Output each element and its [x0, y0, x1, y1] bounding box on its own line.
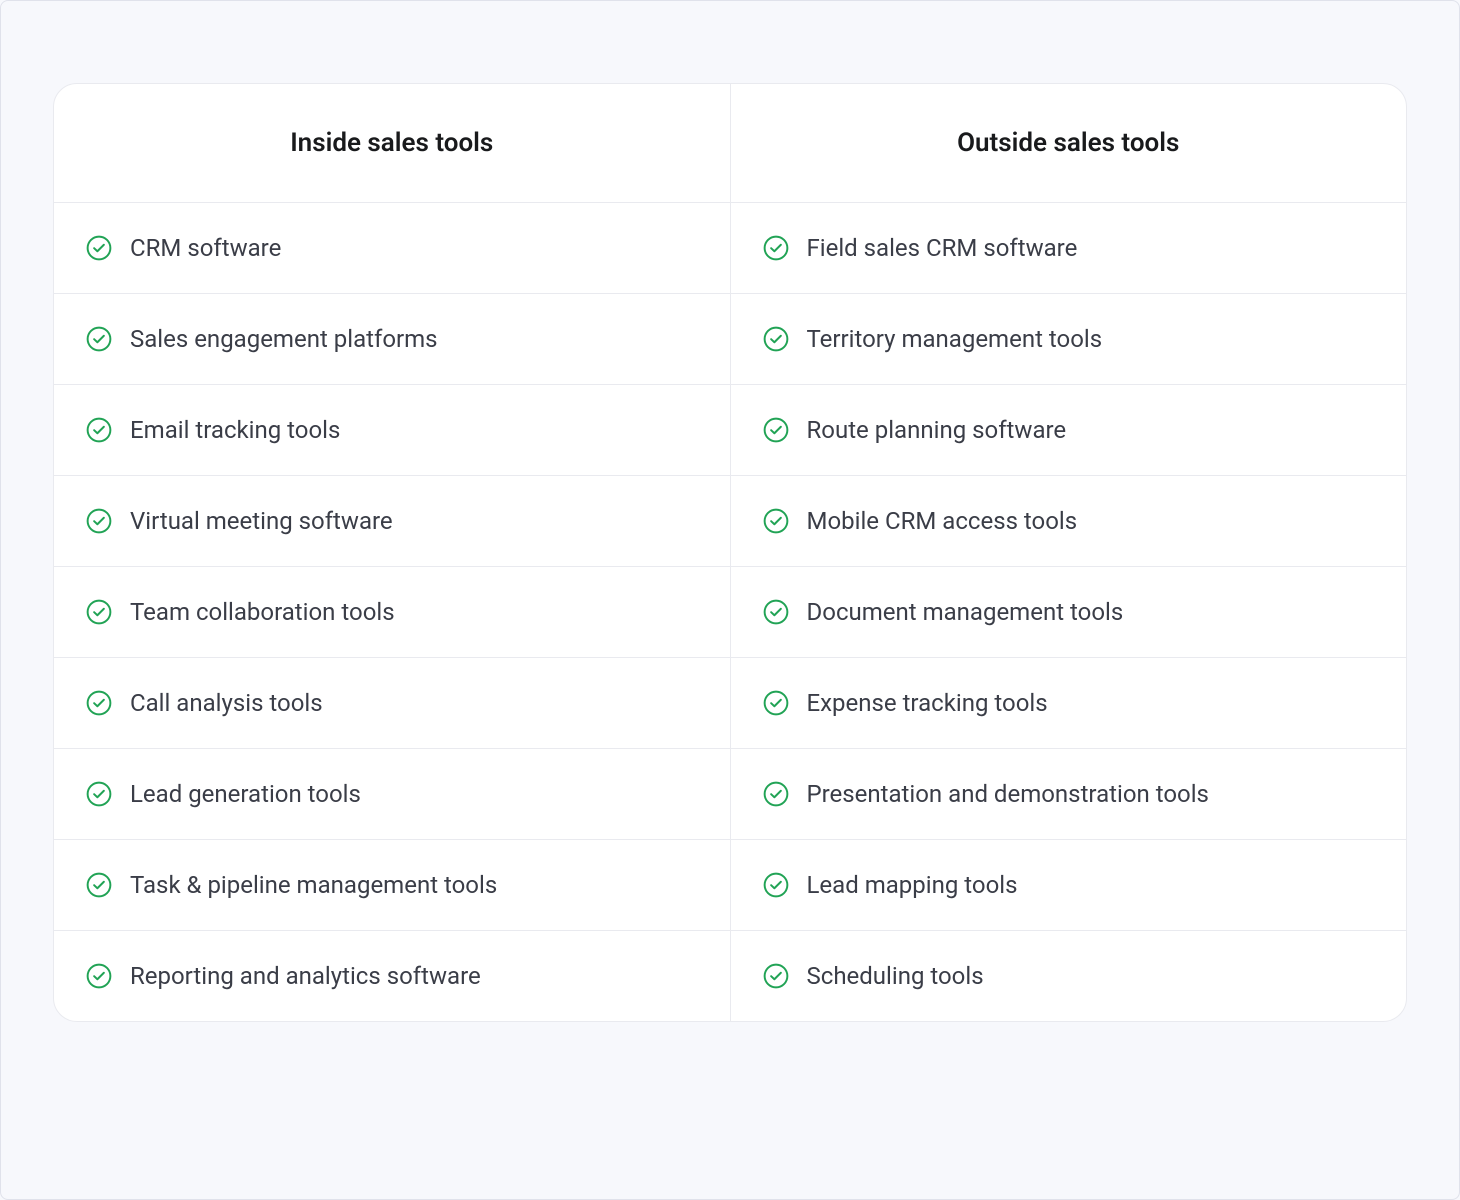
check-circle-icon	[86, 235, 112, 261]
table-cell: Document management tools	[731, 567, 1407, 658]
table-row: Sales engagement platforms Territory man…	[54, 294, 1406, 385]
check-circle-icon	[763, 599, 789, 625]
cell-text: Task & pipeline management tools	[130, 871, 497, 899]
table-cell: Reporting and analytics software	[54, 931, 731, 1021]
check-circle-icon	[763, 690, 789, 716]
cell-text: Virtual meeting software	[130, 507, 393, 535]
table-row: Reporting and analytics software Schedul…	[54, 931, 1406, 1021]
table-cell: Task & pipeline management tools	[54, 840, 731, 931]
table-cell: Mobile CRM access tools	[731, 476, 1407, 567]
check-circle-icon	[86, 326, 112, 352]
table-cell: Expense tracking tools	[731, 658, 1407, 749]
table-row: Task & pipeline management tools Lead ma…	[54, 840, 1406, 931]
check-circle-icon	[86, 599, 112, 625]
table-cell: Email tracking tools	[54, 385, 731, 476]
page-container: Inside sales tools Outside sales tools C…	[13, 13, 1447, 1187]
table-header-row: Inside sales tools Outside sales tools	[54, 84, 1406, 203]
table-header-inside: Inside sales tools	[54, 84, 731, 203]
table-cell: Presentation and demonstration tools	[731, 749, 1407, 840]
table-cell: Team collaboration tools	[54, 567, 731, 658]
table-cell: Field sales CRM software	[731, 203, 1407, 294]
table-row: Email tracking tools Route planning soft…	[54, 385, 1406, 476]
cell-text: Mobile CRM access tools	[807, 507, 1078, 535]
check-circle-icon	[763, 508, 789, 534]
check-circle-icon	[763, 781, 789, 807]
cell-text: Sales engagement platforms	[130, 325, 438, 353]
check-circle-icon	[86, 781, 112, 807]
table-cell: Lead generation tools	[54, 749, 731, 840]
comparison-table: Inside sales tools Outside sales tools C…	[53, 83, 1407, 1022]
table-cell: Lead mapping tools	[731, 840, 1407, 931]
table-row: CRM software Field sales CRM software	[54, 203, 1406, 294]
table-cell: Virtual meeting software	[54, 476, 731, 567]
cell-text: Lead generation tools	[130, 780, 361, 808]
cell-text: Expense tracking tools	[807, 689, 1048, 717]
cell-text: Lead mapping tools	[807, 871, 1018, 899]
check-circle-icon	[86, 963, 112, 989]
check-circle-icon	[763, 963, 789, 989]
cell-text: Document management tools	[807, 598, 1124, 626]
table-row: Call analysis tools Expense tracking too…	[54, 658, 1406, 749]
table-cell: Call analysis tools	[54, 658, 731, 749]
table-row: Team collaboration tools Document manage…	[54, 567, 1406, 658]
cell-text: Call analysis tools	[130, 689, 323, 717]
table-cell: CRM software	[54, 203, 731, 294]
table-cell: Scheduling tools	[731, 931, 1407, 1021]
cell-text: Team collaboration tools	[130, 598, 395, 626]
cell-text: Email tracking tools	[130, 416, 340, 444]
cell-text: Route planning software	[807, 416, 1067, 444]
check-circle-icon	[763, 235, 789, 261]
check-circle-icon	[763, 417, 789, 443]
check-circle-icon	[763, 326, 789, 352]
cell-text: Territory management tools	[807, 325, 1103, 353]
table-cell: Territory management tools	[731, 294, 1407, 385]
cell-text: Reporting and analytics software	[130, 962, 481, 990]
table-cell: Route planning software	[731, 385, 1407, 476]
check-circle-icon	[86, 508, 112, 534]
table-row: Virtual meeting software Mobile CRM acce…	[54, 476, 1406, 567]
table-row: Lead generation tools Presentation and d…	[54, 749, 1406, 840]
check-circle-icon	[86, 690, 112, 716]
check-circle-icon	[86, 417, 112, 443]
cell-text: Scheduling tools	[807, 962, 984, 990]
cell-text: CRM software	[130, 234, 281, 262]
check-circle-icon	[763, 872, 789, 898]
cell-text: Field sales CRM software	[807, 234, 1078, 262]
table-cell: Sales engagement platforms	[54, 294, 731, 385]
cell-text: Presentation and demonstration tools	[807, 780, 1209, 808]
check-circle-icon	[86, 872, 112, 898]
table-header-outside: Outside sales tools	[731, 84, 1407, 203]
table-body: CRM software Field sales CRM software Sa…	[54, 203, 1406, 1021]
